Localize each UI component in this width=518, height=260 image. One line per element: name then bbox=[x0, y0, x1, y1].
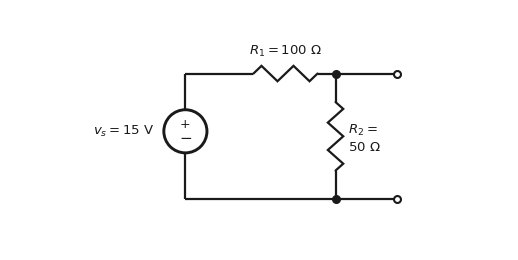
Text: +: + bbox=[180, 118, 191, 131]
Text: $\mathit{v}_s = 15\ \mathrm{V}$: $\mathit{v}_s = 15\ \mathrm{V}$ bbox=[93, 124, 154, 139]
Text: $R_1 = 100\ \Omega$: $R_1 = 100\ \Omega$ bbox=[249, 44, 322, 59]
Text: $50\ \Omega$: $50\ \Omega$ bbox=[348, 141, 381, 154]
Text: −: − bbox=[179, 131, 192, 146]
Text: $R_2 =$: $R_2 =$ bbox=[348, 123, 378, 139]
